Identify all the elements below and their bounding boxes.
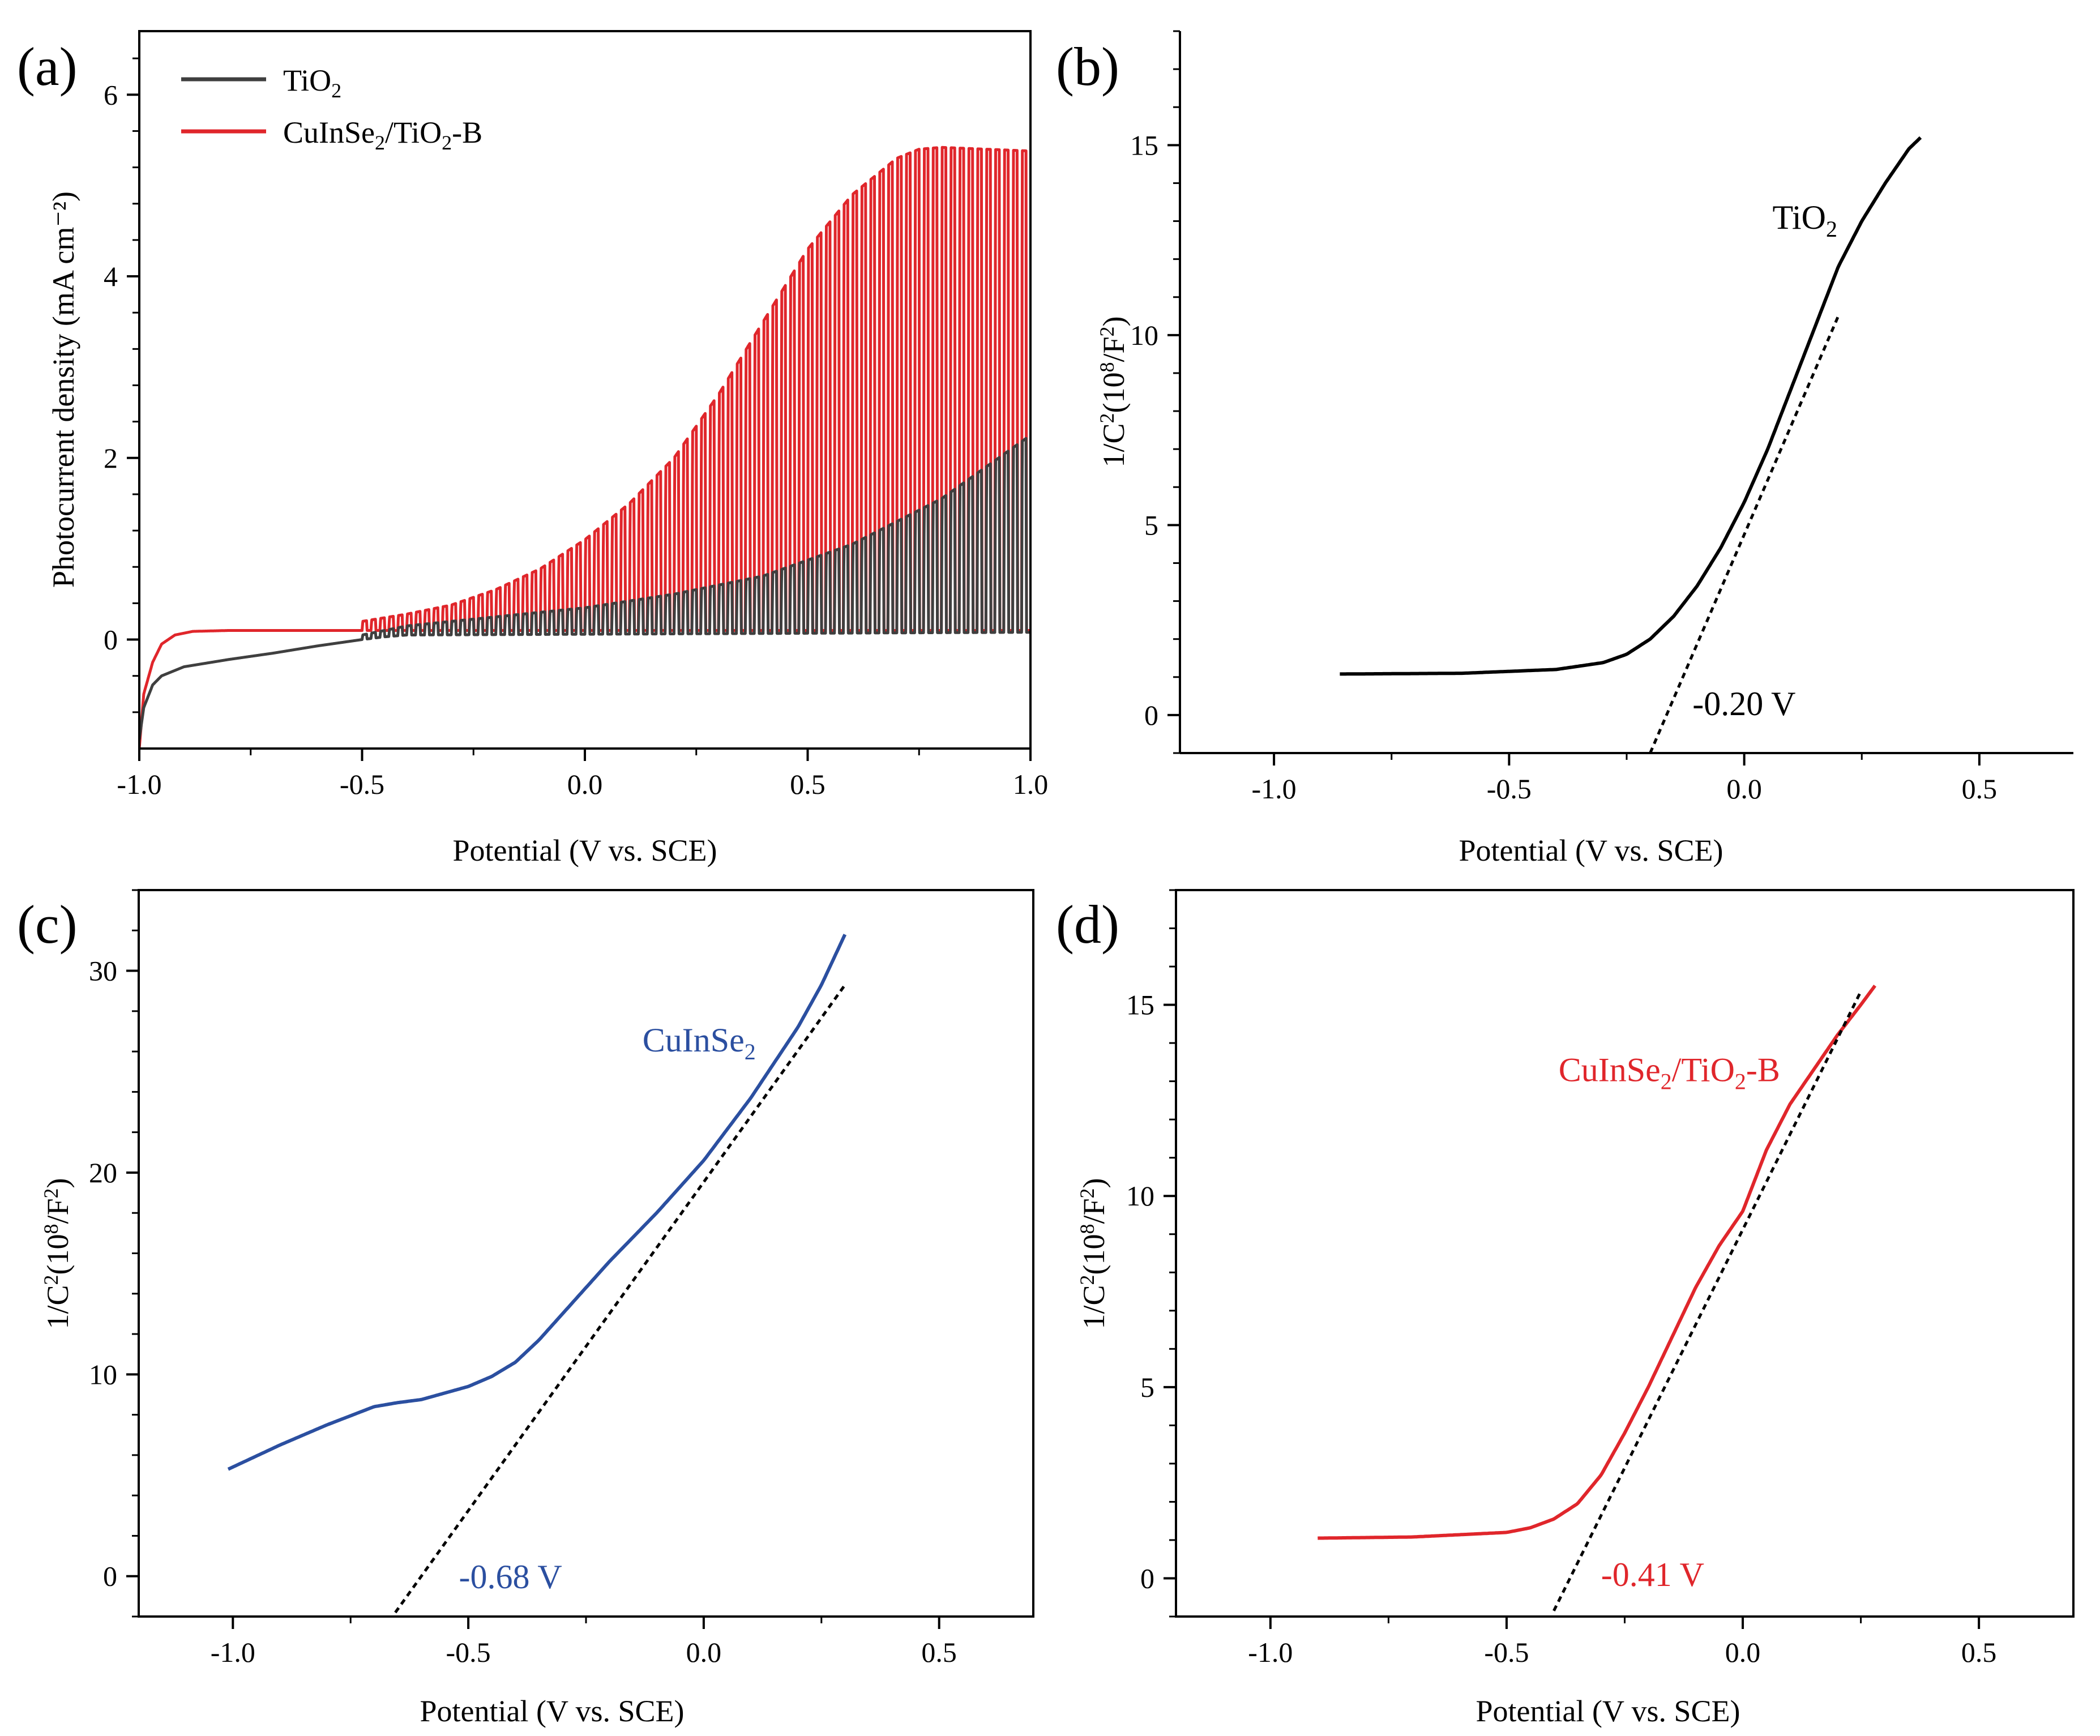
x-tick-label: -0.5 [446,1636,491,1668]
panel-c-curve-label: CuInSe2 [643,1021,756,1064]
panel-b-intercept-label: -0.20 V [1692,685,1795,722]
panel-c-y-axis-label: 1/C2(108/F2) [40,1178,75,1329]
panel-b-axes [1179,31,2073,754]
panel-c: (c) -1.0 -0.5 0.0 0.5 0 10 20 30 Potential (V … [17,889,1034,1728]
panel-a-label: (a) [17,36,78,97]
panel-a-x-axis-label: Potential (V vs. SCE) [452,833,717,867]
x-tick-label: 0.5 [1961,1636,1997,1668]
y-tick-label: 15 [1126,989,1154,1021]
y-tick-label: 0 [104,624,118,656]
panel-c-frame [138,889,1034,1618]
legend-label-tio2: TiO2 [283,63,341,102]
series-line [1339,136,1922,676]
panel-c-label: (c) [17,894,78,955]
x-tick-label: 0.0 [567,768,603,800]
y-tick-label: 20 [89,1157,117,1188]
panel-b-plot-area [1339,136,1922,752]
panel-d-intercept-label: -0.41 V [1601,1556,1704,1593]
y-tick-label: 10 [1126,1180,1154,1212]
y-tick-label: 0 [1144,699,1158,731]
x-tick-label: -1.0 [1252,773,1297,805]
panel-a: (a) -1.0 -0.5 0.0 0.5 1.0 0 2 4 6 Potential (V … [17,30,1048,867]
x-tick-label: 0.0 [1725,1636,1761,1668]
panel-a-x-ticks: -1.0 -0.5 0.0 0.5 1.0 [117,749,1048,800]
x-tick-label: 0.0 [1726,773,1762,805]
y-tick-label: 10 [89,1358,117,1390]
linear-fit-line [1649,315,1840,752]
y-tick-label: 2 [104,442,118,474]
y-tick-label: 4 [104,260,118,292]
panel-d-curve-label: CuInSe2/TiO2-B [1559,1051,1780,1094]
y-tick-label: 0 [1140,1562,1154,1594]
panel-a-y-ticks: 0 2 4 6 [104,57,139,713]
panel-d-y-ticks: 0 5 10 15 [1126,889,1176,1618]
panel-d-x-axis-label: Potential (V vs. SCE) [1475,1694,1740,1728]
panel-d-frame [1175,889,2075,1618]
x-tick-label: -0.5 [1484,1636,1529,1668]
x-tick-label: -1.0 [117,768,161,800]
series-line [1317,985,1877,1540]
panel-c-y-ticks: 0 10 20 30 [89,889,139,1618]
x-tick-label: 1.0 [1013,768,1049,800]
panel-d-y-axis-label: 1/C2(108/F2) [1076,1178,1111,1329]
y-tick-label: 30 [89,955,117,987]
x-tick-label: -1.0 [211,1636,255,1668]
panel-d-x-ticks: -1.0 -0.5 0.0 0.5 [1248,1617,1996,1668]
x-tick-label: 0.5 [790,768,826,800]
series-line-cuinse2-tio2-b [140,146,1029,747]
panel-c-plot-area [227,934,847,1614]
y-tick-label: 6 [104,79,118,110]
x-tick-label: 0.5 [921,1636,957,1668]
y-tick-label: 5 [1140,1371,1154,1403]
panel-c-intercept-label: -0.68 V [459,1558,562,1596]
panel-a-legend: TiO2 CuInSe2/TiO2-B [181,63,482,154]
panel-b-y-axis-label: 1/C2(108/F2) [1096,316,1131,467]
panel-b-curve-label: TiO2 [1772,199,1837,242]
y-tick-label: 0 [103,1560,117,1592]
series-line-tio2 [140,437,1029,740]
panel-b-y-ticks: 0 5 10 15 [1130,30,1180,754]
legend-label-composite: CuInSe2/TiO2-B [283,116,482,154]
linear-fit-line [1552,990,1862,1611]
panel-b-label: (b) [1056,36,1119,97]
linear-fit-line [394,984,846,1614]
panel-d-label: (d) [1056,894,1119,955]
panel-a-plot-area [140,146,1029,747]
y-tick-label: 10 [1130,319,1158,351]
series-line [227,934,847,1471]
panel-b-x-ticks: -1.0 -0.5 0.0 0.5 [1252,753,1998,805]
panel-b-x-axis-label: Potential (V vs. SCE) [1459,833,1723,867]
y-tick-label: 15 [1130,129,1158,161]
y-tick-label: 5 [1144,509,1158,541]
panel-c-x-ticks: -1.0 -0.5 0.0 0.5 [211,1617,957,1668]
panel-b: (b) -1.0 -0.5 0.0 0.5 0 5 10 15 Potential (V v… [1056,30,2073,867]
panel-d-plot-area [1317,985,1877,1611]
panel-a-y-axis-label: Photocurrent density (mA cm⁻²) [46,191,80,588]
panel-c-x-axis-label: Potential (V vs. SCE) [420,1694,684,1728]
x-tick-label: -0.5 [340,768,384,800]
x-tick-label: 0.5 [1962,773,1998,805]
x-tick-label: -0.5 [1487,773,1532,805]
x-tick-label: -1.0 [1248,1636,1293,1668]
panel-d: (d) -1.0 -0.5 0.0 0.5 0 5 10 15 Potential (V v… [1056,889,2075,1728]
x-tick-label: 0.0 [686,1636,722,1668]
